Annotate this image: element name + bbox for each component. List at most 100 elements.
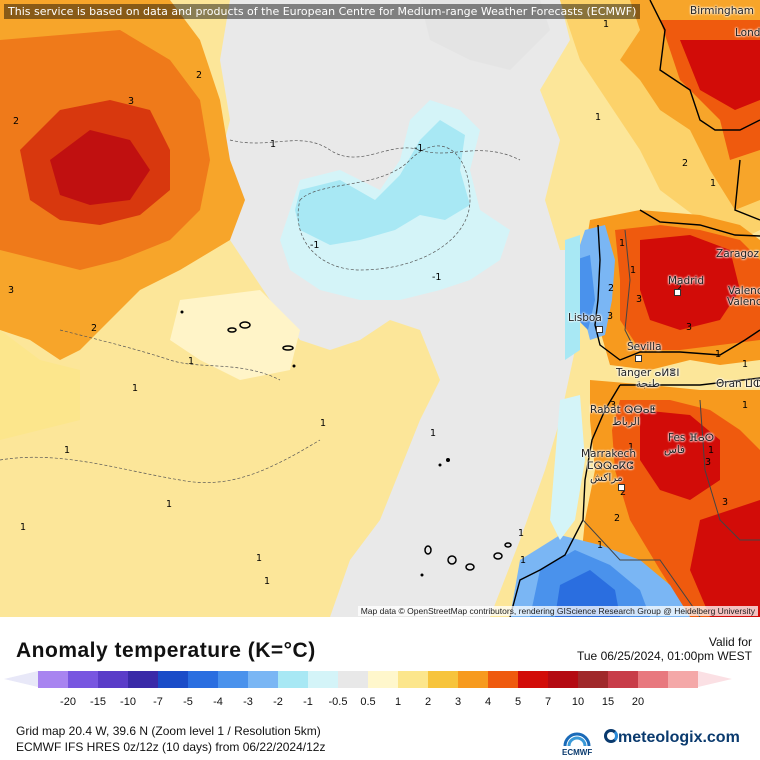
contour-label: -1 — [414, 143, 424, 154]
colorbar-swatch — [68, 671, 98, 688]
contour-label: 1 — [708, 445, 715, 456]
colorbar-swatch — [638, 671, 668, 688]
legend-panel: Anomaly temperature (K=°C) Valid for Tue… — [0, 617, 760, 760]
contour-label: 1 — [430, 428, 437, 439]
colorbar-tick-label: -2 — [273, 696, 283, 708]
map-attribution[interactable]: Map data © OpenStreetMap contributors, r… — [357, 606, 758, 616]
contour-label: 1 — [619, 238, 626, 249]
colorbar-swatch — [368, 671, 398, 688]
city-marker — [596, 326, 603, 333]
contour-label: 3 — [8, 285, 15, 296]
colorbar-swatch — [278, 671, 308, 688]
contour-label: 1 — [320, 418, 327, 429]
city-fes-arabic: فاس — [664, 444, 686, 456]
colorbar-swatch — [218, 671, 248, 688]
contour-label: 3 — [607, 311, 614, 322]
contour-label: 1 — [742, 359, 749, 370]
ecmwf-logo-icon — [563, 732, 591, 747]
colorbar-swatch — [488, 671, 518, 688]
colorbar — [38, 671, 698, 688]
contour-label: -1 — [432, 272, 442, 283]
contour-label: 1 — [597, 540, 604, 551]
valid-time: Tue 06/25/2024, 01:00pm WEST — [577, 649, 752, 663]
city-marrakech-arabic: مراكش — [590, 472, 623, 484]
brand-link[interactable]: meteologix.com — [604, 729, 740, 747]
contour-label: 2 — [682, 158, 689, 169]
temperature-anomaly-map[interactable]: This service is based on data and produc… — [0, 0, 760, 617]
colorbar-tick-label: 3 — [454, 696, 462, 708]
contour-label: 1 — [64, 445, 71, 456]
colorbar-swatch — [578, 671, 608, 688]
colorbar-swatch — [398, 671, 428, 688]
contour-label: 2 — [13, 116, 20, 127]
city-valencia[interactable]: Valenc — [728, 285, 760, 297]
city-tanger[interactable]: Tanger ⴰⵍⴻⵏ — [616, 367, 680, 379]
city-rabat[interactable]: Rabat ⵕⴱⴰⵟ — [590, 404, 657, 416]
colorbar-swatch — [518, 671, 548, 688]
city-oran[interactable]: Oran ⵡⵀ — [716, 378, 760, 390]
contour-label: 1 — [603, 19, 610, 30]
contour-label: 1 — [256, 553, 263, 564]
colorbar-swatch — [158, 671, 188, 688]
contour-label: 1 — [20, 522, 27, 533]
city-zaragoza[interactable]: Zaragoz — [716, 248, 759, 260]
city-lisboa[interactable]: Lisboa — [568, 312, 602, 324]
contour-label: 1 — [715, 349, 722, 360]
contour-label: 1 — [520, 555, 527, 566]
colorbar-swatch — [608, 671, 638, 688]
city-sevilla[interactable]: Sevilla — [627, 341, 662, 353]
colorbar-swatch — [188, 671, 218, 688]
contour-label: -1 — [310, 240, 320, 251]
colorbar-min-arrow — [4, 671, 38, 687]
meteologix-logo-icon — [604, 729, 618, 743]
colorbar-max-arrow — [698, 671, 732, 687]
model-info: ECMWF IFS HRES 0z/12z (10 days) from 06/… — [16, 740, 326, 754]
city-fes[interactable]: Fes ⴼⴰⵙ — [668, 432, 715, 444]
valid-label: Valid for — [708, 635, 752, 649]
city-rabat-arabic: الرباط — [612, 416, 640, 428]
contour-label: 3 — [636, 294, 643, 305]
map-canvas — [0, 0, 760, 617]
city-tanger-arabic: طنجة — [636, 378, 660, 390]
city-valencia-alt[interactable]: Valenc — [727, 296, 760, 308]
chart-title: Anomaly temperature (K=°C) — [16, 639, 316, 662]
brand-name: meteologix.com — [618, 729, 740, 746]
city-birmingham[interactable]: Birmingham — [690, 5, 755, 17]
city-marrakech-tifinagh: ⵎⵕⵕⴰⴽⵛ — [587, 460, 634, 472]
colorbar-tick-label: -0.5 — [328, 696, 348, 708]
colorbar-tick-label: -1 — [303, 696, 313, 708]
contour-label: 1 — [710, 178, 717, 189]
colorbar-tick-label: 1 — [394, 696, 402, 708]
city-london[interactable]: Lond — [735, 27, 760, 39]
valid-time-block: Valid for Tue 06/25/2024, 01:00pm WEST — [577, 635, 752, 663]
contour-label: 1 — [595, 112, 602, 123]
city-marrakech[interactable]: Marrakech — [581, 448, 636, 460]
colorbar-swatch — [668, 671, 698, 688]
colorbar-tick-label: -7 — [153, 696, 163, 708]
contour-label: 1 — [518, 528, 525, 539]
colorbar-swatch — [428, 671, 458, 688]
city-madrid[interactable]: Madrid — [668, 275, 705, 287]
colorbar-tick-label: 4 — [484, 696, 492, 708]
colorbar-tick-label: 0.5 — [360, 696, 376, 708]
city-marker — [674, 289, 681, 296]
colorbar-tick-label: -5 — [183, 696, 193, 708]
colorbar-swatch — [38, 671, 68, 688]
contour-label: 1 — [630, 265, 637, 276]
contour-label: 1 — [628, 442, 635, 453]
colorbar-tick-label: -15 — [90, 696, 106, 708]
contour-label: 1 — [270, 139, 277, 150]
colorbar-tick-label: -3 — [243, 696, 253, 708]
contour-label: 2 — [676, 283, 682, 294]
contour-label: 1 — [166, 499, 173, 510]
colorbar-tick-label: 2 — [424, 696, 432, 708]
contour-label: 3 — [610, 400, 617, 411]
contour-label: 3 — [128, 96, 135, 107]
colorbar-swatch — [98, 671, 128, 688]
colorbar-tick-label: -20 — [60, 696, 76, 708]
contour-label: 1 — [132, 383, 139, 394]
colorbar-tick-label: 15 — [601, 696, 615, 708]
city-marker — [635, 355, 642, 362]
colorbar-swatch — [458, 671, 488, 688]
colorbar-swatch — [548, 671, 578, 688]
